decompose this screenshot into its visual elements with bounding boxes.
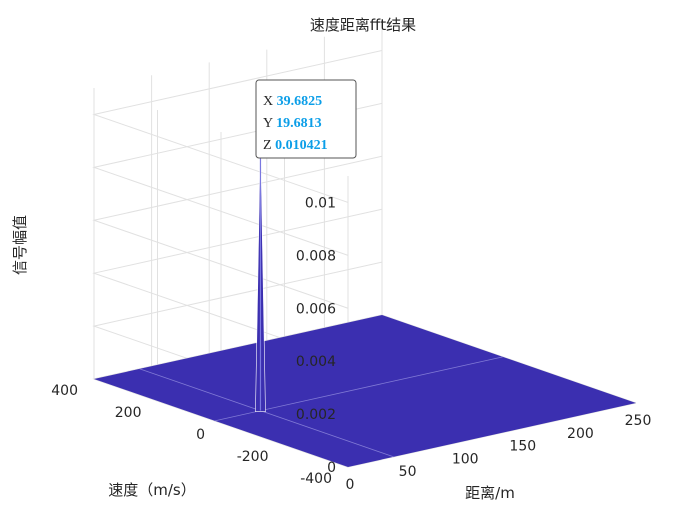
y-tick-label: 0 bbox=[196, 427, 205, 443]
y-tick-label: -400 bbox=[300, 471, 332, 487]
y-tick-label: 400 bbox=[51, 383, 78, 399]
z-tick-label: 0.008 bbox=[296, 248, 336, 264]
x-tick-label: 200 bbox=[567, 426, 594, 442]
data-tip-key: X bbox=[263, 94, 277, 109]
x-tick-label: 50 bbox=[399, 464, 417, 480]
z-tick-label: 0.004 bbox=[296, 354, 336, 370]
surface-ridge-y bbox=[139, 368, 394, 458]
data-tip-key: Z bbox=[263, 138, 275, 153]
z-tick-label: 0 bbox=[327, 460, 336, 476]
x-tick-label: 150 bbox=[509, 439, 536, 455]
x-tick-label: 250 bbox=[625, 413, 652, 429]
chart-title: 速度距离fft结果 bbox=[310, 16, 416, 34]
z-tick-label: 0.002 bbox=[296, 407, 336, 423]
data-tip-key: Y bbox=[263, 116, 276, 131]
surface-floor-patch bbox=[94, 315, 636, 467]
x-tick-label: 0 bbox=[346, 477, 355, 493]
y-axis-label: 速度（m/s） bbox=[108, 481, 195, 499]
z-axis-label: 信号幅值 bbox=[11, 215, 29, 275]
y-tick-label: 200 bbox=[115, 405, 142, 421]
data-tip-row: Z 0.010421 bbox=[263, 138, 328, 153]
x-tick-label: 100 bbox=[452, 451, 479, 467]
data-tip-value: 19.6813 bbox=[276, 116, 322, 131]
data-tip-value: 39.6825 bbox=[277, 94, 323, 109]
data-tip-row: Y 19.6813 bbox=[263, 116, 322, 131]
data-tip-box bbox=[255, 79, 357, 159]
y-tick-label: -200 bbox=[237, 449, 269, 465]
z-tick-label: 0.006 bbox=[296, 301, 336, 317]
z-tick-label: 0.01 bbox=[305, 195, 336, 211]
x-axis-label: 距离/m bbox=[465, 484, 515, 502]
data-tip-value: 0.010421 bbox=[275, 138, 328, 153]
data-tip-row: X 39.6825 bbox=[263, 94, 322, 109]
